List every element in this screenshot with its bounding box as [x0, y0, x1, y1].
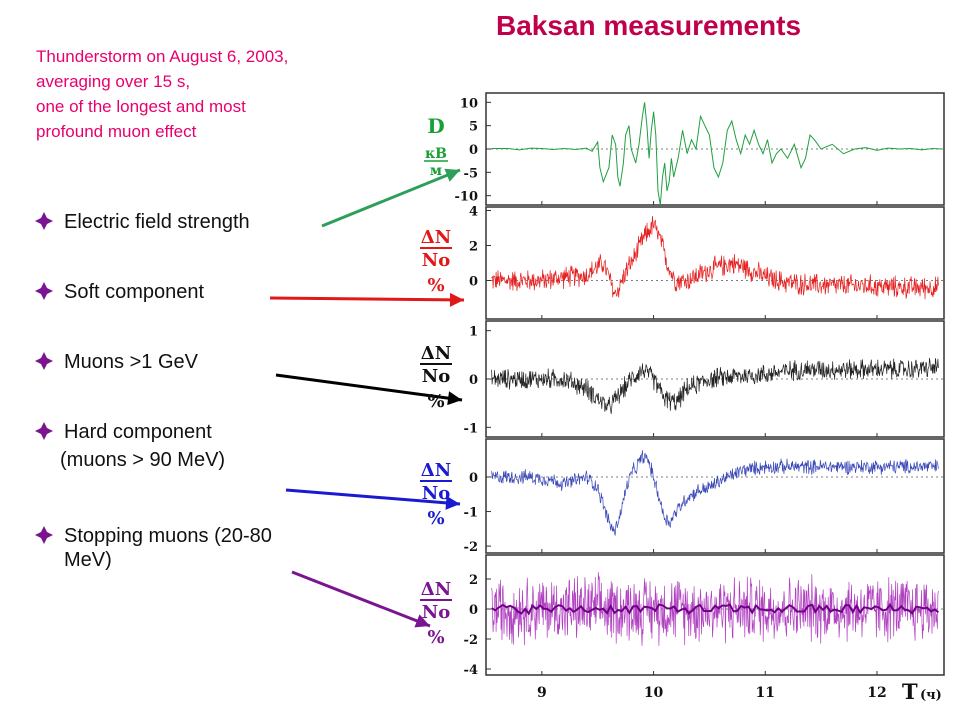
arrow-line: [285, 488, 461, 506]
y-tick-label: 2: [469, 573, 478, 588]
axis-label: No: [422, 250, 450, 271]
series-line: [491, 450, 939, 536]
y-tick-label: 0: [469, 143, 478, 158]
smoothed-series-line: [491, 603, 940, 616]
axis-label-unit: %: [427, 275, 444, 296]
diamond-bullet-icon: [35, 526, 53, 544]
subtitle-line: profound muon effect: [36, 122, 197, 141]
arrow-head: [447, 391, 462, 406]
y-tick-label: -1: [464, 506, 478, 521]
y-tick-label: 1: [469, 325, 478, 340]
arrow-head: [449, 292, 464, 307]
legend-label: MeV): [64, 549, 112, 571]
diamond-bullet-icon: [35, 212, 53, 230]
y-tick-label: 10: [460, 96, 478, 111]
axis-label: No: [422, 602, 450, 623]
arrow-head: [444, 168, 460, 182]
diamond-bullet-icon: [35, 422, 53, 440]
subtitle-line: Thunderstorm on August 6, 2003,: [36, 47, 289, 66]
panel-frame: [485, 438, 945, 554]
legend-label: Stopping muons (20-80: [64, 525, 272, 547]
legend-label: Hard component: [64, 421, 212, 443]
page-title: Baksan measurements: [496, 10, 802, 41]
axis-label: ΔN: [421, 343, 451, 364]
axis-label-unit: %: [427, 508, 444, 529]
axis-label-unit: м: [430, 163, 442, 179]
axis-label: No: [422, 366, 450, 387]
y-tick-label: 0: [469, 275, 478, 290]
y-tick-label: -2: [464, 633, 478, 648]
y-tick-label: -10: [455, 190, 479, 205]
axis-label: ΔN: [421, 460, 451, 481]
series-line: [491, 357, 939, 414]
x-tick-label: 11: [756, 685, 775, 701]
arrow-line: [275, 373, 463, 402]
connector-arrow: [269, 292, 465, 307]
axis-label: No: [422, 483, 450, 504]
panel-frame: [485, 554, 945, 676]
arrow-line: [291, 570, 431, 628]
subtitle: Thunderstorm on August 6, 2003, averagin…: [36, 44, 416, 144]
x-axis-unit: (ч): [920, 688, 942, 703]
legend-label: Muons >1 GeV: [64, 351, 198, 373]
legend-label: Soft component: [64, 281, 205, 303]
arrow-line: [321, 168, 461, 228]
diamond-bullet-icon: [35, 352, 53, 370]
connector-arrow: [275, 373, 463, 406]
y-tick-label: -1: [464, 421, 478, 436]
y-tick-label: 0: [469, 471, 478, 486]
y-tick-label: 0: [469, 373, 478, 388]
x-tick-label: 12: [867, 685, 886, 701]
axis-label-unit: кВ: [425, 146, 447, 162]
y-tick-label: 4: [469, 205, 478, 220]
arrow-head: [414, 614, 430, 628]
arrow-head: [445, 495, 460, 510]
x-axis-label: T: [902, 679, 918, 704]
x-tick-label: 9: [537, 685, 547, 701]
subtitle-line: averaging over 15 s,: [36, 72, 191, 91]
axis-label: D: [427, 114, 444, 138]
arrow-line: [269, 296, 465, 302]
y-tick-label: 2: [469, 240, 478, 255]
diamond-bullet-icon: [35, 282, 53, 300]
legend-sublabel: (muons > 90 MeV): [60, 449, 226, 471]
panel-frame: [485, 206, 945, 320]
y-tick-label: 5: [469, 120, 478, 135]
axis-label: ΔN: [421, 579, 451, 600]
x-tick-label: 10: [644, 685, 664, 701]
subtitle-line: one of the longest and most: [36, 97, 246, 116]
y-tick-label: -5: [464, 166, 478, 181]
legend-label: Electric field strength: [64, 211, 250, 233]
axis-label: ΔN: [421, 227, 451, 248]
y-tick-label: -2: [464, 540, 478, 555]
axis-label-unit: %: [427, 391, 444, 412]
connector-arrow: [291, 570, 431, 628]
y-tick-label: -4: [464, 663, 478, 678]
series-line: [491, 215, 939, 300]
series-line: [491, 572, 939, 646]
connector-arrow: [285, 488, 461, 510]
series-line: [491, 102, 942, 206]
y-tick-label: 0: [469, 603, 478, 618]
axis-label-unit: %: [427, 627, 444, 648]
connector-arrow: [321, 168, 461, 228]
